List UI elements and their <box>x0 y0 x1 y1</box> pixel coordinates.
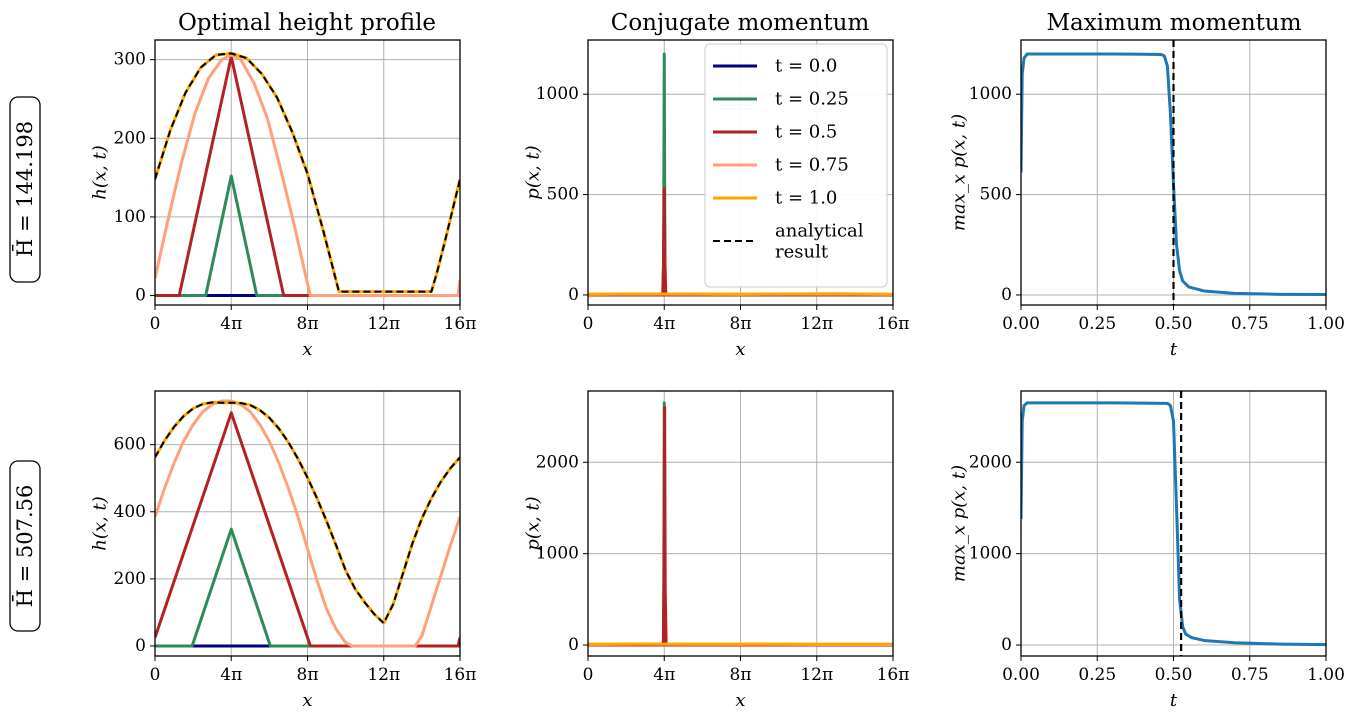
y-tick-label: 400 <box>114 502 146 522</box>
x-tick-label: 4π <box>220 665 242 685</box>
x-tick-label: 16π <box>877 314 910 334</box>
x-tick-label: 4π <box>220 314 242 334</box>
row-label-top-box <box>9 96 41 283</box>
y-tick-label: 300 <box>114 50 146 70</box>
x-tick-label: 0.75 <box>1231 665 1269 685</box>
x-tick-label: 0 <box>583 314 594 334</box>
y-tick-label: 2000 <box>969 452 1012 472</box>
y-axis-label: h(x, t) <box>90 145 111 199</box>
x-tick-label: 0.50 <box>1155 314 1193 334</box>
y-tick-label: 0 <box>1001 285 1012 305</box>
row-label-bottom-text: H̄ = 507.56 <box>12 485 37 608</box>
x-tick-label: 0 <box>583 665 594 685</box>
series-line-t1 <box>588 642 893 646</box>
y-tick-label: 0 <box>135 636 146 656</box>
series-line-t1 <box>588 292 893 296</box>
x-axis-label: t <box>1170 339 1178 360</box>
y-axis-label: h(x, t) <box>90 496 111 550</box>
x-tick-label: 12π <box>800 314 833 334</box>
y-tick-label: 0 <box>568 635 579 655</box>
legend-label: t = 0.5 <box>775 122 837 143</box>
y-tick-label: 0 <box>1001 635 1012 655</box>
series-line-t075 <box>155 53 460 298</box>
y-tick-label: 1000 <box>536 544 579 564</box>
x-tick-label: 16π <box>444 665 477 685</box>
y-tick-label: 1000 <box>969 84 1012 104</box>
y-tick-label: 0 <box>568 285 579 305</box>
x-tick-label: 12π <box>367 665 400 685</box>
y-axis-label: p(x, t) <box>523 145 544 199</box>
x-axis-label: x <box>302 339 312 360</box>
series-line-momentum <box>1021 52 1326 297</box>
y-axis-label: max_x p(x, t) <box>949 114 970 231</box>
panel-max-top: 0.00 0.25 0.50 0.75 1.00 0 500 1000 t max_x p(x, … <box>949 39 1345 360</box>
row-label-top: H̄ = 144.198 <box>9 96 41 283</box>
legend-label: analytical <box>775 221 864 242</box>
y-tick-label: 200 <box>114 569 146 589</box>
x-tick-label: 1.00 <box>1307 665 1345 685</box>
x-axis-label: t <box>1170 690 1178 711</box>
y-tick-label: 100 <box>114 207 146 227</box>
x-tick-label: 1.00 <box>1307 314 1345 334</box>
x-tick-label: 0.25 <box>1078 314 1116 334</box>
x-tick-label: 0.25 <box>1078 665 1116 685</box>
y-tick-label: 1000 <box>969 544 1012 564</box>
panel-h-bottom: 0 4π 8π 12π 16π 0 200 400 600 x h(x, t) <box>90 390 477 711</box>
x-tick-label: 4π <box>653 314 675 334</box>
legend-label: t = 1.0 <box>775 188 837 209</box>
x-tick-label: 12π <box>367 314 400 334</box>
y-tick-label: 500 <box>547 185 579 205</box>
x-tick-label: 0 <box>150 314 161 334</box>
y-tick-label: 1000 <box>536 84 579 104</box>
legend: t = 0.0 t = 0.25 t = 0.5 t = 0.75 t = 1.0 ana… <box>704 43 888 288</box>
x-tick-label: 8π <box>297 314 319 334</box>
y-tick-label: 500 <box>980 185 1012 205</box>
legend-label: t = 0.75 <box>775 155 849 176</box>
x-axis-label: x <box>735 339 745 360</box>
x-tick-label: 8π <box>730 314 752 334</box>
x-tick-label: 4π <box>653 665 675 685</box>
row-label-bottom: H̄ = 507.56 <box>9 460 41 632</box>
title-col1: Optimal height profile <box>178 10 436 36</box>
x-axis-label: x <box>302 690 312 711</box>
x-tick-label: 0 <box>150 665 161 685</box>
x-tick-label: 0.75 <box>1231 314 1269 334</box>
x-tick-label: 16π <box>877 665 910 685</box>
x-tick-label: 16π <box>444 314 477 334</box>
panel-p-bottom: 0 4π 8π 12π 16π 0 1000 2000 x p(x, t) <box>523 390 910 711</box>
x-tick-label: 0.50 <box>1155 665 1193 685</box>
y-axis-label: max_x p(x, t) <box>949 465 970 582</box>
panel-max-bottom: 0.00 0.25 0.50 0.75 1.00 0 1000 2000 t max_x p(x,… <box>949 390 1345 711</box>
legend-label: t = 0.0 <box>775 56 837 77</box>
series-line-t075 <box>155 399 460 648</box>
series-line-analytical <box>155 401 460 625</box>
series-line-analytical <box>155 52 460 293</box>
row-label-bottom-box <box>9 460 41 632</box>
x-tick-label: 8π <box>730 665 752 685</box>
title-col3: Maximum momentum <box>1046 10 1301 36</box>
y-tick-label: 200 <box>114 128 146 148</box>
series-line-momentum <box>1021 401 1326 647</box>
y-axis-label: p(x, t) <box>523 496 544 550</box>
y-tick-label: 0 <box>135 286 146 306</box>
panel-h-top: 0 4π 8π 12π 16π 0 100 200 300 x h(x, t) <box>90 39 477 360</box>
legend-label-line2: result <box>775 242 829 263</box>
x-tick-label: 0.00 <box>1002 665 1040 685</box>
x-tick-label: 8π <box>297 665 319 685</box>
row-label-top-text: H̄ = 144.198 <box>12 121 37 257</box>
series-line-t05 <box>155 411 460 648</box>
y-tick-label: 600 <box>114 435 146 455</box>
x-axis-label: x <box>735 690 745 711</box>
x-tick-label: 0.00 <box>1002 314 1040 334</box>
x-tick-label: 12π <box>800 665 833 685</box>
title-col2: Conjugate momentum <box>611 10 870 36</box>
legend-label: t = 0.25 <box>775 89 849 110</box>
legend-box <box>704 43 888 288</box>
y-tick-label: 2000 <box>536 452 579 472</box>
